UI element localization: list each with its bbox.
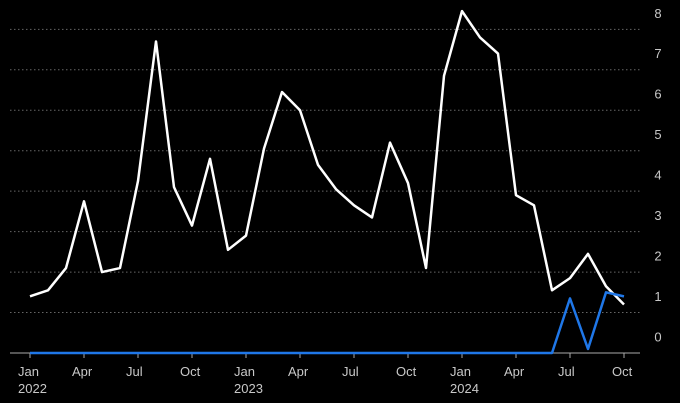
- y-tick-label: 2: [654, 249, 661, 264]
- x-tick-label: Jul: [342, 364, 359, 379]
- x-tick-label: Oct: [180, 364, 201, 379]
- y-tick-label: 8: [654, 6, 661, 21]
- x-tick-label: Jan 2023: [234, 364, 263, 396]
- y-tick-label: 5: [654, 127, 661, 142]
- line-series: [29, 9, 625, 306]
- x-tick-label: Jan 2024: [450, 364, 479, 396]
- x-tick-label: Jan 2022: [18, 364, 47, 396]
- y-tick-label: 4: [654, 168, 661, 183]
- y-tick-label: 1: [654, 289, 661, 304]
- x-tick-label: Oct: [396, 364, 417, 379]
- y-tick-label: 7: [654, 46, 661, 61]
- x-tick-label: Apr: [504, 364, 525, 379]
- x-tick-label: Apr: [72, 364, 93, 379]
- y-tick-label: 3: [654, 208, 661, 223]
- x-tick-label: Jul: [558, 364, 575, 379]
- x-tick-label: Oct: [612, 364, 633, 379]
- y-tick-label: 0: [654, 329, 661, 344]
- line-series: [30, 291, 625, 355]
- y-tick-label: 6: [654, 87, 661, 102]
- x-tick-label: Apr: [288, 364, 309, 379]
- x-tick-label: Jul: [126, 364, 143, 379]
